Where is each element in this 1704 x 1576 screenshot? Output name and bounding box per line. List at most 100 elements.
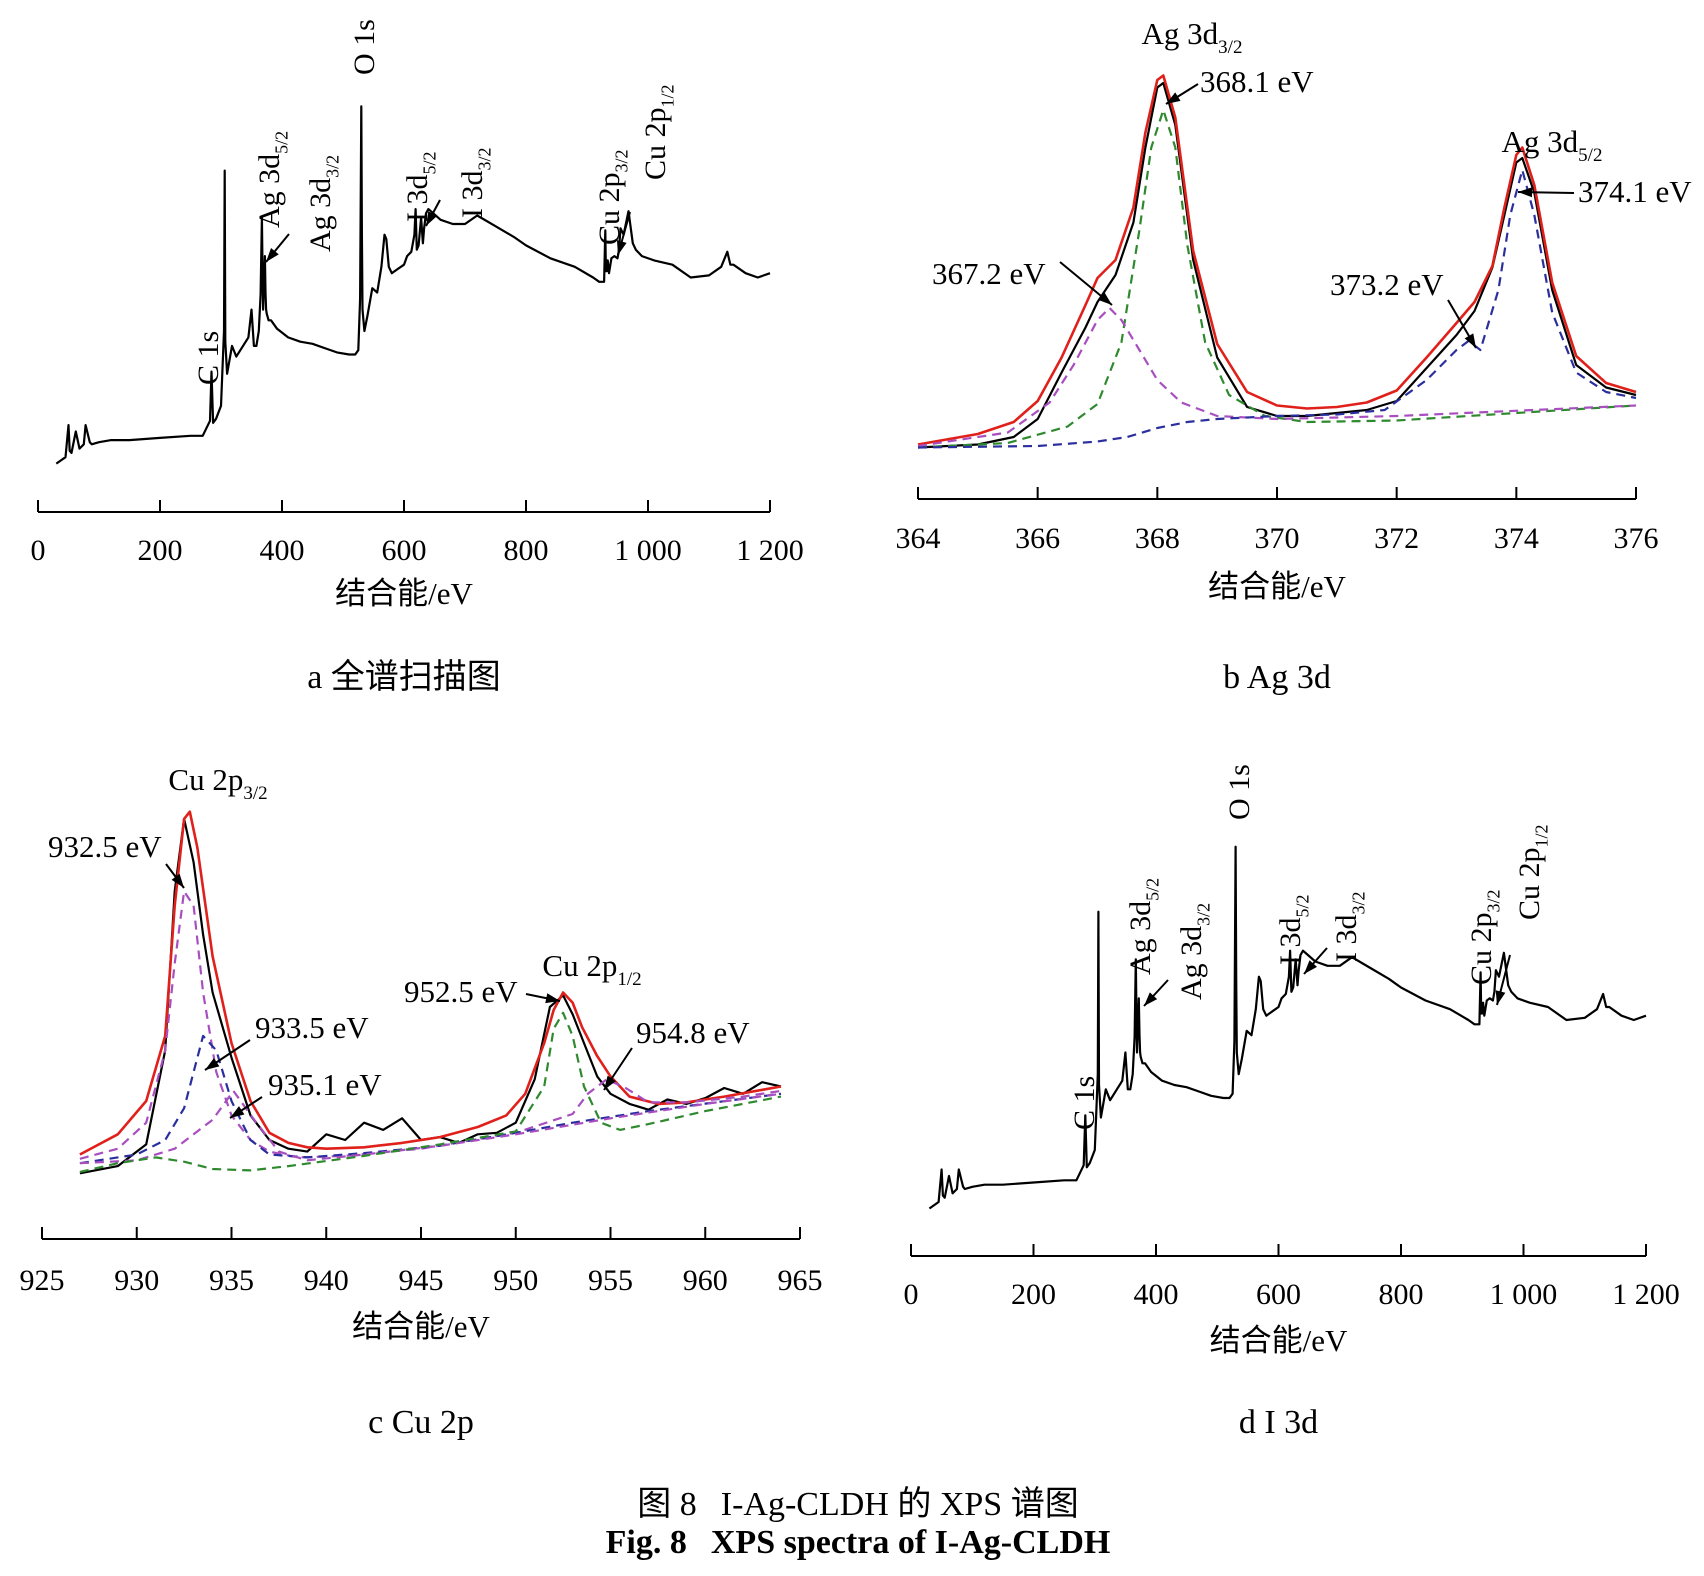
peak-label-d-5: I 3d3/2 — [1330, 891, 1368, 962]
peak-value-2-0: 932.5 eV — [48, 829, 162, 864]
peak-title-sub-1-0: 3/2 — [1218, 37, 1242, 58]
panel-subtitle-a: a 全谱扫描图 — [307, 658, 501, 696]
x-tick-label-a-3: 600 — [382, 534, 427, 567]
peak-label-d-0: C 1s — [1068, 1076, 1101, 1130]
x-tick-label-b-5: 374 — [1494, 522, 1539, 555]
x-tick-label-b-3: 370 — [1255, 522, 1300, 555]
x-tick-label-b-2: 368 — [1135, 522, 1180, 555]
peak-label-text-a-6: Cu 2p3/2 — [593, 149, 631, 245]
figure-caption-en: Fig. 8 XPS spectra of I-Ag-CLDH — [0, 1524, 1704, 1562]
peak-title-sub-1-2: 5/2 — [1578, 145, 1602, 166]
x-tick-label-a-2: 400 — [260, 534, 305, 567]
peak-title-main-1-2: Ag 3d — [1502, 124, 1579, 159]
x-tick-label-c-0: 925 — [20, 1264, 65, 1297]
x-axis-title-d: 结合能/eV — [1210, 1323, 1348, 1358]
x-tick-label-c-5: 950 — [493, 1264, 538, 1297]
peak-label-text-d-4-main: I 3d — [1274, 918, 1307, 966]
peak-label-text-d-6: Cu 2p3/2 — [1465, 889, 1503, 985]
peak-label-text-a-7-sub: 1/2 — [657, 84, 677, 107]
peak-arrow-2-1-head — [205, 1058, 220, 1070]
x-tick-label-c-1: 930 — [114, 1264, 159, 1297]
peak-title-1-2: Ag 3d5/2 — [1502, 124, 1603, 166]
peak-title-main-1-0: Ag 3d — [1142, 16, 1219, 51]
peak-title-2-0: Cu 2p3/2 — [168, 762, 267, 804]
peak-label-text-d-3-main: O 1s — [1223, 764, 1256, 820]
peak-label-a-0: C 1s — [192, 331, 225, 385]
peak-label-text-d-1: Ag 3d5/2 — [1124, 878, 1162, 975]
series-purple-c-4 — [79, 1089, 782, 1165]
peak-label-text-a-2-sub: 3/2 — [322, 155, 342, 178]
peak-value-1-2: 374.1 eV — [1578, 174, 1692, 209]
peak-title-1-0: Ag 3d3/2 — [1142, 16, 1243, 58]
peak-label-text-a-7-main: Cu 2p — [639, 107, 672, 180]
peak-title-main-2-3: Cu 2p — [542, 948, 617, 983]
peak-arrow-1-3-head — [1464, 333, 1476, 348]
cu-arrow-a-head — [616, 240, 627, 255]
peak-arrow-1-0-head — [1166, 92, 1181, 104]
x-tick-label-a-5: 1 000 — [614, 534, 682, 567]
peak-label-text-d-2: Ag 3d3/2 — [1175, 903, 1213, 1000]
series-blue-b-4 — [917, 168, 1637, 449]
x-tick-label-d-0: 0 — [904, 1278, 919, 1311]
peak-value-1-3: 373.2 eV — [1330, 267, 1444, 302]
peak-title-sub-2-0: 3/2 — [243, 783, 267, 804]
peak-label-a-5: I 3d3/2 — [456, 147, 494, 218]
x-tick-label-d-3: 600 — [1256, 1278, 1301, 1311]
peak-label-text-a-0-main: C 1s — [192, 331, 225, 385]
peak-label-text-d-6-main: Cu 2p — [1465, 912, 1498, 985]
i-arrow-d-head — [1304, 960, 1318, 974]
peak-label-text-d-3: O 1s — [1223, 764, 1256, 820]
ag-arrow-d-head — [1144, 992, 1158, 1006]
figure-number-en: Fig. 8 — [605, 1524, 687, 1561]
peak-label-text-a-3-main: O 1s — [348, 19, 381, 75]
peak-title-main-2-0: Cu 2p — [168, 762, 243, 797]
peak-label-text-d-4: I 3d5/2 — [1274, 894, 1312, 965]
x-tick-label-b-6: 376 — [1614, 522, 1659, 555]
peak-arrow-1-1-head — [1098, 292, 1112, 305]
peak-label-d-1: Ag 3d5/2 — [1124, 878, 1162, 975]
series-envelope-b-1 — [917, 74, 1637, 446]
series-raw-a-0 — [55, 105, 771, 465]
peak-arrow-2-3-head — [545, 993, 560, 1004]
figure-number-cn: 图 8 — [637, 1486, 697, 1523]
peak-label-text-d-2-sub: 3/2 — [1193, 903, 1213, 926]
peak-arrow-2-2-head — [230, 1106, 245, 1118]
series-green-b-2 — [917, 108, 1637, 449]
x-axis-title-c: 结合能/eV — [352, 1309, 490, 1344]
peak-value-1-0: 368.1 eV — [1200, 64, 1314, 99]
x-tick-label-d-4: 800 — [1379, 1278, 1424, 1311]
peak-label-text-d-1-main: Ag 3d — [1124, 901, 1157, 975]
peak-label-text-a-3: O 1s — [348, 19, 381, 75]
x-tick-label-a-0: 0 — [31, 534, 46, 567]
peak-arrow-2-0-head — [171, 873, 184, 888]
peak-label-text-d-6-sub: 3/2 — [1483, 889, 1503, 912]
peak-label-a-7: Cu 2p1/2 — [639, 84, 677, 180]
series-raw-d-0 — [928, 845, 1647, 1210]
peak-value-2-3: 952.5 eV — [404, 974, 518, 1009]
panel-subtitle-c: c Cu 2p — [368, 1404, 474, 1441]
x-tick-label-b-1: 366 — [1015, 522, 1060, 555]
x-axis-title-b: 结合能/eV — [1208, 569, 1346, 604]
series-purple-b-3 — [917, 306, 1637, 448]
x-tick-label-c-4: 945 — [399, 1264, 444, 1297]
panel-subtitle-b: b Ag 3d — [1223, 659, 1331, 696]
x-tick-label-c-2: 935 — [209, 1264, 254, 1297]
peak-title-sub-2-3: 1/2 — [617, 969, 641, 990]
peak-label-d-6: Cu 2p3/2 — [1465, 889, 1503, 985]
peak-label-text-a-2: Ag 3d3/2 — [304, 155, 342, 252]
peak-label-text-d-5-main: I 3d — [1330, 915, 1363, 963]
peak-label-text-a-7: Cu 2p1/2 — [639, 84, 677, 180]
series-envelope-c-1 — [79, 810, 782, 1156]
figure-title-en: XPS spectra of I-Ag-CLDH — [710, 1524, 1111, 1561]
peak-arrow-2-4-head — [604, 1075, 616, 1090]
peak-title-2-3: Cu 2p1/2 — [542, 948, 641, 990]
x-tick-label-a-6: 1 200 — [736, 534, 804, 567]
peak-label-text-d-7: Cu 2p1/2 — [1513, 824, 1551, 920]
peak-label-text-a-4-sub: 5/2 — [419, 151, 439, 174]
x-tick-label-c-6: 955 — [588, 1264, 633, 1297]
i-arrow-a-head — [426, 211, 438, 226]
ag-arrow-a-head — [266, 248, 279, 262]
peak-label-text-a-2-main: Ag 3d — [304, 178, 337, 252]
